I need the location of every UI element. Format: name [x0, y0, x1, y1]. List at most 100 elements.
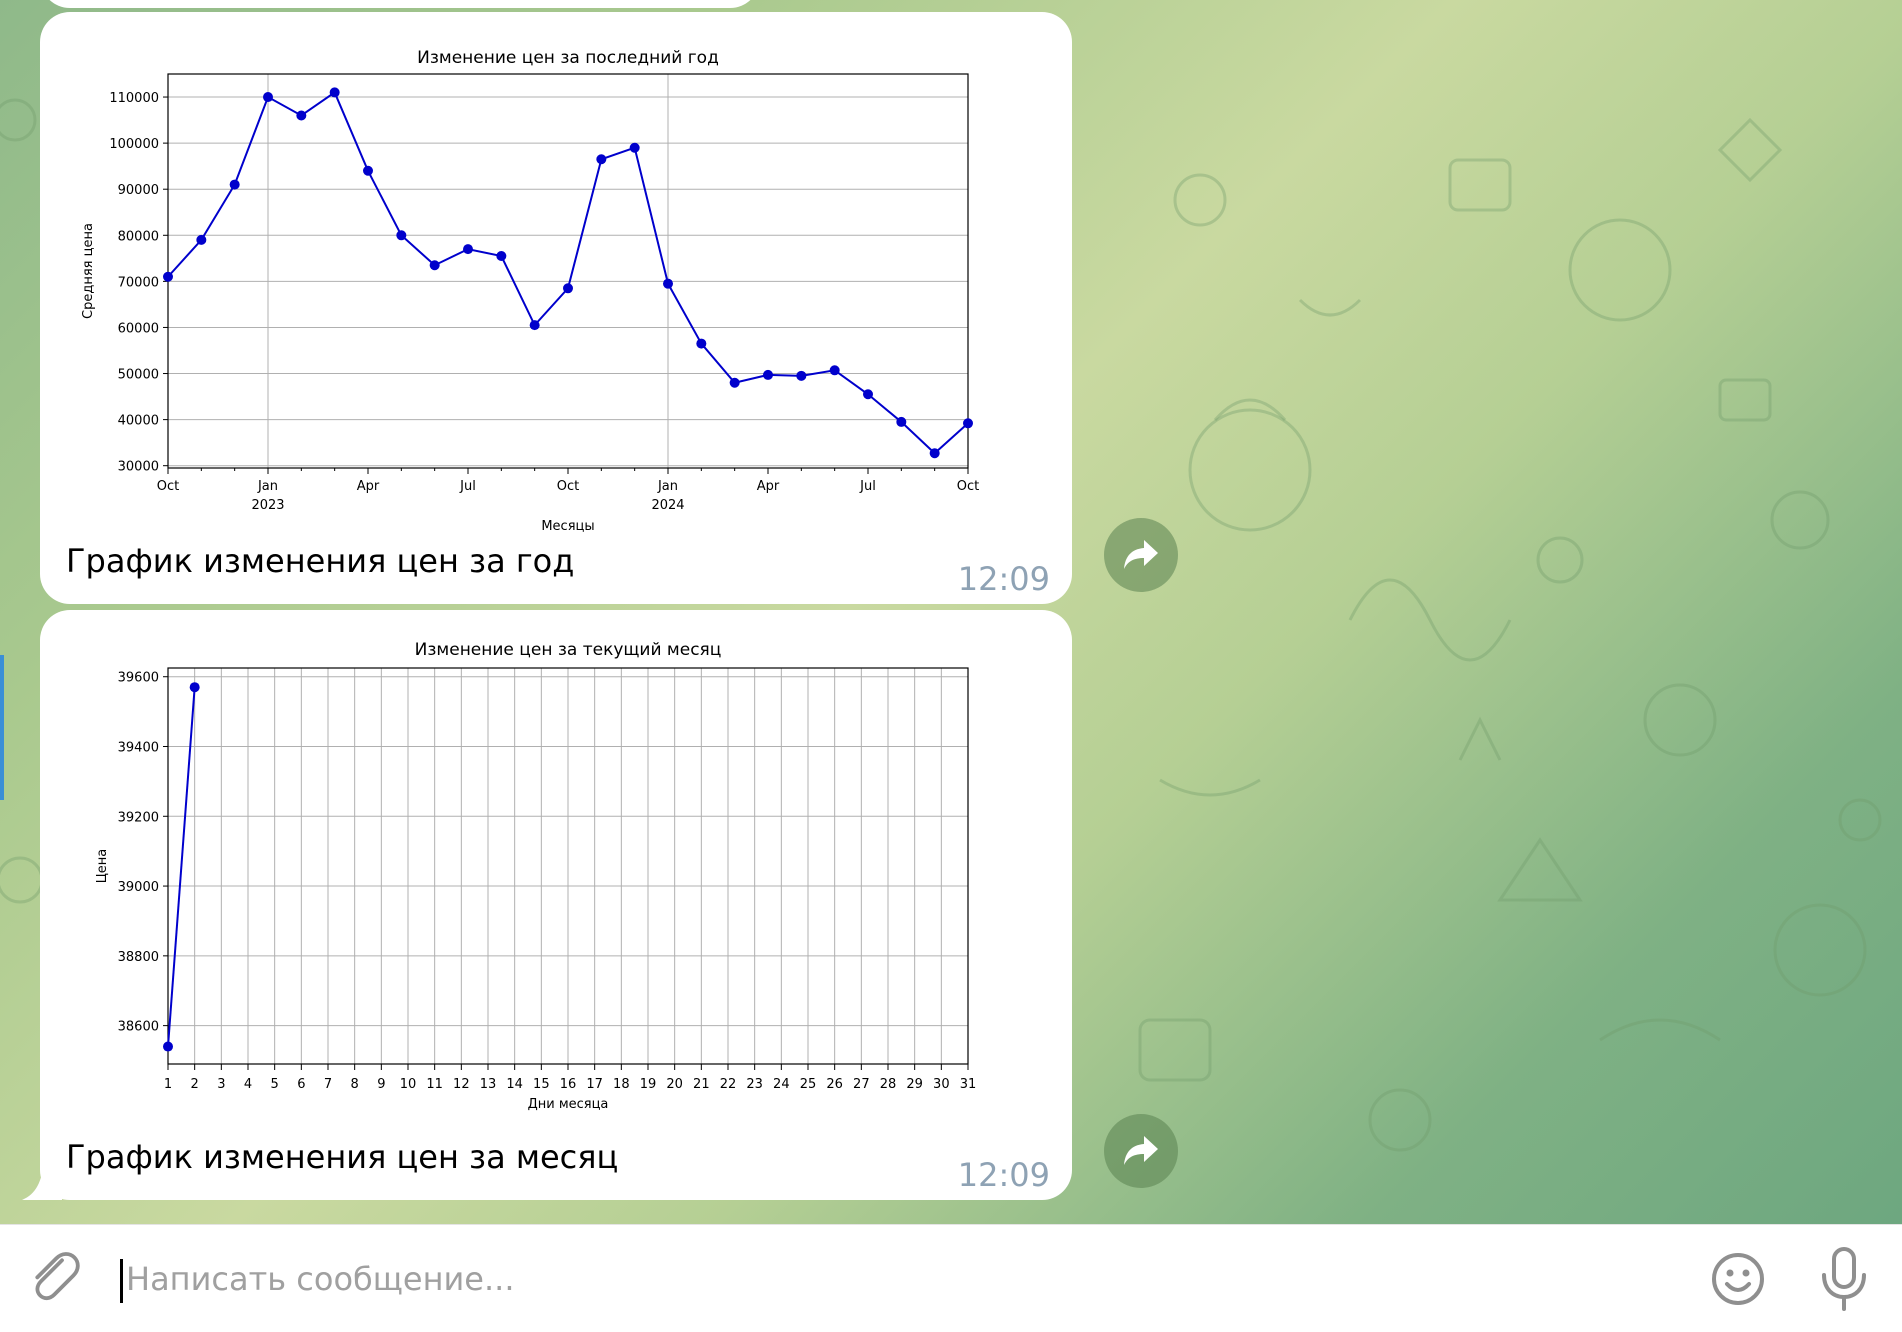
x-tick-label: Apr: [357, 479, 380, 494]
text-caret: [120, 1259, 123, 1303]
smiley-icon[interactable]: [1710, 1251, 1766, 1307]
y-tick-label: 90000: [118, 183, 159, 198]
y-axis-ticks: 38600 38800 39000 39200 39400 39600: [118, 671, 168, 1035]
share-arrow-icon: [1124, 1136, 1158, 1165]
data-point: [629, 142, 640, 153]
data-point: [929, 448, 940, 459]
x-tick-label: 12: [453, 1077, 470, 1092]
x-tick-label: 7: [324, 1077, 332, 1092]
x-tick-label: 24: [773, 1077, 790, 1092]
y-tick-label: 80000: [118, 229, 159, 244]
x-tick-label: 4: [244, 1077, 252, 1092]
y-axis-label: Цена: [95, 849, 110, 884]
x-tick-label: 29: [906, 1077, 923, 1092]
data-point: [496, 251, 507, 262]
data-point: [796, 370, 807, 381]
data-point: [329, 87, 340, 98]
price-series-points: [163, 682, 200, 1052]
y-tick-label: 60000: [118, 321, 159, 336]
x-tick-label: 18: [613, 1077, 630, 1092]
data-point: [463, 244, 473, 255]
data-point: [263, 92, 273, 103]
x-tick-label: 22: [720, 1077, 737, 1092]
x-tick-label: 21: [693, 1077, 710, 1092]
data-point: [229, 179, 240, 190]
data-point: [529, 320, 540, 331]
month-price-chart: Изменение цен за текущий месяц 38600 3880…: [95, 640, 976, 1112]
data-point: [663, 278, 673, 289]
x-tick-label: 5: [271, 1077, 279, 1092]
y-axis-label: Средняя цена: [81, 223, 96, 319]
message-time: 12:09: [957, 560, 1050, 598]
y-tick-label: 38800: [118, 950, 159, 965]
data-point: [863, 389, 873, 400]
y-tick-label: 110000: [109, 91, 159, 106]
x-tick-label: 25: [800, 1077, 817, 1092]
x-tick-label: 10: [400, 1077, 417, 1092]
x-tick-label: 20: [666, 1077, 683, 1092]
x-tick-label: 3: [217, 1077, 225, 1092]
x-tick-label: Oct: [557, 479, 579, 494]
x-tick-label: Jan: [257, 479, 278, 494]
x-tick-label: 28: [880, 1077, 897, 1092]
x-tick-label: 9: [377, 1077, 385, 1092]
y-tick-label: 30000: [118, 460, 159, 475]
x-axis-label: Дни месяца: [528, 1097, 609, 1112]
x-tick-label: Jul: [459, 479, 476, 494]
message-input-wrap: [120, 1245, 1660, 1313]
x-tick-label: 13: [480, 1077, 497, 1092]
x-tick-label: 23: [746, 1077, 763, 1092]
x-tick-label: Oct: [957, 479, 979, 494]
chat-background-pattern: [0, 98, 1882, 1152]
data-point: [763, 369, 773, 380]
x-tick-label: 30: [933, 1077, 950, 1092]
chart-grid: [167, 668, 969, 1064]
x-tick-label: 31: [960, 1077, 977, 1092]
x-tick-label: 2: [191, 1077, 199, 1092]
y-tick-label: 39400: [118, 741, 159, 756]
x-tick-label: 6: [297, 1077, 305, 1092]
x-tick-label: Apr: [757, 479, 780, 494]
data-point: [396, 230, 407, 241]
message-caption: График изменения цен за год: [66, 542, 575, 580]
y-tick-label: 39600: [118, 671, 159, 686]
price-series-points: [163, 87, 973, 459]
chart-title: Изменение цен за последний год: [417, 48, 719, 68]
message-bubble-year-chart[interactable]: Изменение цен за последний год 30000 4000…: [40, 12, 1072, 604]
x-tick-label: Oct: [157, 479, 179, 494]
paperclip-icon[interactable]: [30, 1249, 90, 1309]
data-point: [696, 338, 707, 349]
x-axis-ticks: 1 2 3 4 5 6 7 8 9 10 11 12 13 14 15 16 17 18 19 20 21 22 23 24 2…: [164, 1064, 976, 1092]
x-tick-label: 1: [164, 1077, 172, 1092]
y-tick-label: 40000: [118, 414, 159, 429]
x-tick-label: 17: [586, 1077, 603, 1092]
x-tick-year-label: 2023: [251, 498, 284, 513]
data-point: [163, 1041, 173, 1052]
x-tick-label: 15: [533, 1077, 550, 1092]
data-point: [963, 418, 973, 429]
data-point: [896, 416, 907, 427]
chart-title: Изменение цен за текущий месяц: [415, 640, 722, 660]
y-tick-label: 39200: [118, 810, 159, 825]
microphone-icon[interactable]: [1816, 1245, 1872, 1313]
message-caption: График изменения цен за месяц: [66, 1138, 619, 1176]
x-axis-ticks: Oct Jan 2023 Apr Jul Oct Jan 2024 Apr Jul Oct: [157, 468, 979, 513]
forward-button[interactable]: [1104, 518, 1178, 592]
data-point: [296, 110, 307, 121]
data-point: [363, 165, 373, 176]
x-tick-label: 8: [351, 1077, 359, 1092]
x-tick-label: 11: [426, 1077, 443, 1092]
message-time: 12:09: [957, 1156, 1050, 1194]
forward-button[interactable]: [1104, 1114, 1178, 1188]
left-edge-tab: [0, 655, 4, 800]
y-tick-label: 100000: [109, 137, 159, 152]
data-point: [163, 271, 173, 282]
x-axis-label: Месяцы: [541, 519, 594, 532]
x-tick-label: 16: [560, 1077, 577, 1092]
message-bubble-month-chart[interactable]: Изменение цен за текущий месяц 38600 3880…: [40, 610, 1072, 1200]
x-tick-label: Jan: [657, 479, 678, 494]
price-series-line: [167, 687, 196, 1047]
message-input[interactable]: [126, 1245, 1646, 1313]
data-point: [196, 234, 207, 245]
y-tick-label: 70000: [118, 275, 159, 290]
